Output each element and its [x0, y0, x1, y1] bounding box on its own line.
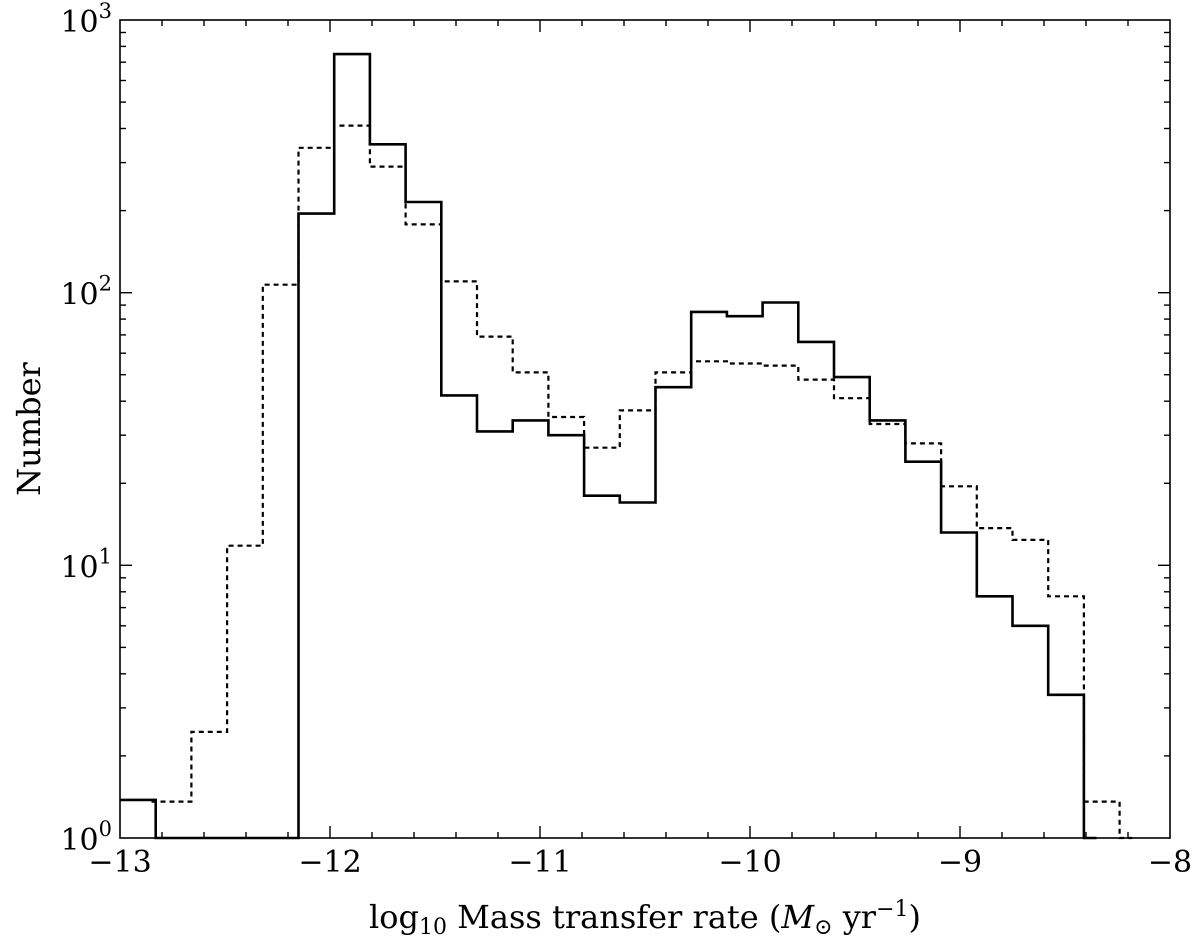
ticks-layer	[120, 20, 1170, 838]
y-tick-label: 102	[60, 272, 112, 313]
x-tick-label: −12	[298, 845, 361, 880]
y-tick-label-exponent: 3	[99, 0, 112, 23]
x-axis-title-symbol-subscript: ⊙	[814, 915, 832, 940]
x-tick-labels: −13 −12 −11 −10 −9 −8	[88, 845, 1192, 880]
x-axis-title-subscript: 10	[419, 915, 447, 940]
x-axis-title-exponent: −1	[876, 897, 908, 922]
y-tick-label-exponent: 2	[99, 272, 112, 296]
y-tick-label: 100	[60, 817, 112, 858]
series-solid-line	[120, 52, 1097, 840]
y-tick-label-exponent: 1	[99, 544, 112, 568]
x-tick-label: −10	[718, 845, 781, 880]
y-tick-label-base: 10	[60, 823, 98, 858]
y-tick-label-base: 10	[60, 550, 98, 585]
y-tick-label: 101	[60, 544, 112, 585]
y-tick-label-exponent: 0	[99, 817, 112, 841]
x-tick-label: −13	[88, 845, 151, 880]
x-tick-label: −8	[1148, 845, 1192, 880]
x-axis-title-suffix: )	[909, 898, 921, 936]
series-dashed-line	[151, 124, 1133, 840]
y-tick-label: 103	[60, 0, 112, 40]
x-axis-title-symbol: M	[780, 898, 815, 936]
y-axis-title: Number	[10, 361, 48, 495]
series-layer	[120, 52, 1133, 840]
axes-frame	[119, 19, 1171, 839]
x-axis-title-prefix: log	[369, 898, 419, 936]
x-tick-label: −9	[938, 845, 982, 880]
x-axis-title: log10 Mass transfer rate (M⊙ yr−1)	[369, 897, 921, 940]
x-tick-label: −11	[508, 845, 571, 880]
x-axis-title-text: Mass transfer rate (	[447, 898, 781, 936]
x-axis-title-unit: yr	[833, 898, 877, 936]
y-tick-label-base: 10	[60, 278, 98, 313]
y-tick-label-base: 10	[60, 5, 98, 40]
